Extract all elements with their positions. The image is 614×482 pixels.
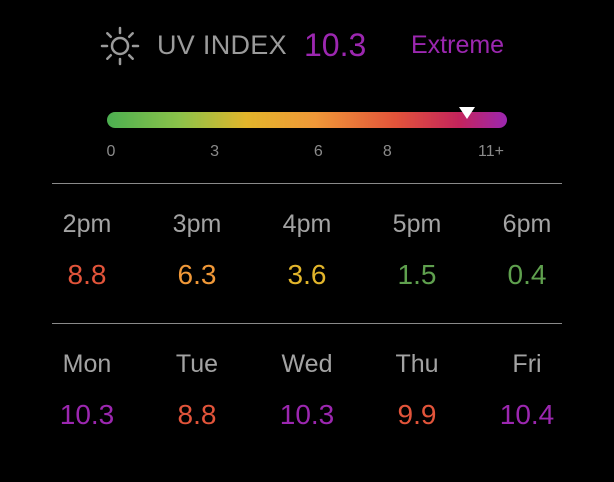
- hour-item: 6pm 0.4: [472, 210, 582, 291]
- hour-uv-value: 1.5: [397, 259, 437, 290]
- hour-uv-value: 8.8: [67, 259, 107, 290]
- hour-item: 4pm 3.6: [252, 210, 362, 291]
- day-label: Thu: [395, 350, 439, 378]
- day-uv-value: 8.8: [177, 399, 217, 430]
- day-label: Wed: [281, 350, 333, 378]
- day-item: Fri 10.4: [472, 350, 582, 431]
- sun-icon: [100, 26, 140, 66]
- day-uv-value: 9.9: [397, 399, 437, 430]
- day-label: Mon: [62, 350, 112, 378]
- divider-top: [52, 183, 562, 184]
- scale-tick-label: 6: [313, 143, 323, 160]
- hour-uv-value: 3.6: [287, 259, 327, 290]
- hour-uv-value: 0.4: [507, 259, 547, 290]
- day-uv-value: 10.3: [279, 399, 335, 430]
- scale-tick-label: 8: [382, 143, 392, 160]
- hour-item: 2pm 8.8: [32, 210, 142, 291]
- day-label: Tue: [175, 350, 219, 378]
- daily-forecast: Mon 10.3 Tue 8.8 Wed 10.3 Thu 9.9 Fri 10.4: [32, 350, 582, 431]
- day-label: Fri: [512, 350, 542, 378]
- day-item: Wed 10.3: [252, 350, 362, 431]
- hour-label: 2pm: [62, 210, 112, 238]
- uv-scale-bar: [107, 112, 507, 128]
- hour-label: 3pm: [172, 210, 222, 238]
- day-uv-value: 10.4: [499, 399, 555, 430]
- uv-index-title: UV INDEX: [157, 30, 287, 60]
- hour-label: 5pm: [392, 210, 442, 238]
- uv-current-value: 10.3: [304, 27, 367, 63]
- hour-item: 3pm 6.3: [142, 210, 252, 291]
- scale-tick-label: 0: [106, 143, 116, 160]
- scale-tick-label: 11+: [478, 143, 504, 160]
- day-uv-value: 10.3: [59, 399, 115, 430]
- divider-bottom: [52, 323, 562, 324]
- uv-level-label: Extreme: [411, 31, 505, 59]
- hour-item: 5pm 1.5: [362, 210, 472, 291]
- uv-scale-marker-icon: [458, 107, 475, 119]
- hour-label: 4pm: [282, 210, 332, 238]
- hourly-forecast: 2pm 8.8 3pm 6.3 4pm 3.6 5pm 1.5 6pm 0.4: [32, 210, 582, 291]
- day-item: Tue 8.8: [142, 350, 252, 431]
- day-item: Mon 10.3: [32, 350, 142, 431]
- scale-tick-label: 3: [210, 143, 220, 160]
- hour-uv-value: 6.3: [177, 259, 217, 290]
- uv-header: UV INDEX 10.3 Extreme: [0, 22, 614, 70]
- day-item: Thu 9.9: [362, 350, 472, 431]
- hour-label: 6pm: [502, 210, 552, 238]
